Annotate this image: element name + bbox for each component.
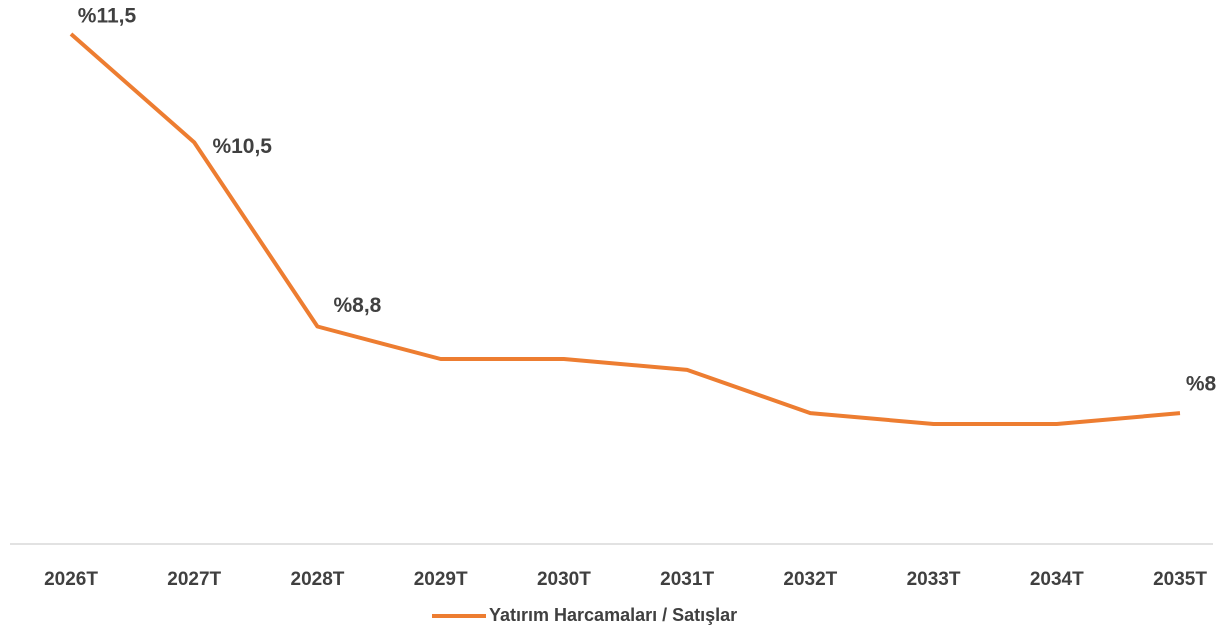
x-tick-label: 2030T [537,569,591,590]
x-tick-label: 2027T [167,569,221,590]
data-label: %8 [1186,373,1217,396]
x-tick-label: 2034T [1030,569,1084,590]
x-tick-label: 2035T [1153,569,1207,590]
x-tick-label: 2032T [783,569,837,590]
x-tick-label: 2031T [660,569,714,590]
data-label: %8,8 [334,294,382,317]
data-label: %10,5 [212,135,272,158]
x-tick-label: 2026T [44,569,98,590]
x-tick-label: 2029T [414,569,468,590]
x-tick-label: 2033T [907,569,961,590]
x-tick-label: 2028T [291,569,345,590]
legend-label: Yatırım Harcamaları / Satışlar [489,605,737,625]
series-line [69,32,1181,426]
data-label: %11,5 [78,5,137,28]
